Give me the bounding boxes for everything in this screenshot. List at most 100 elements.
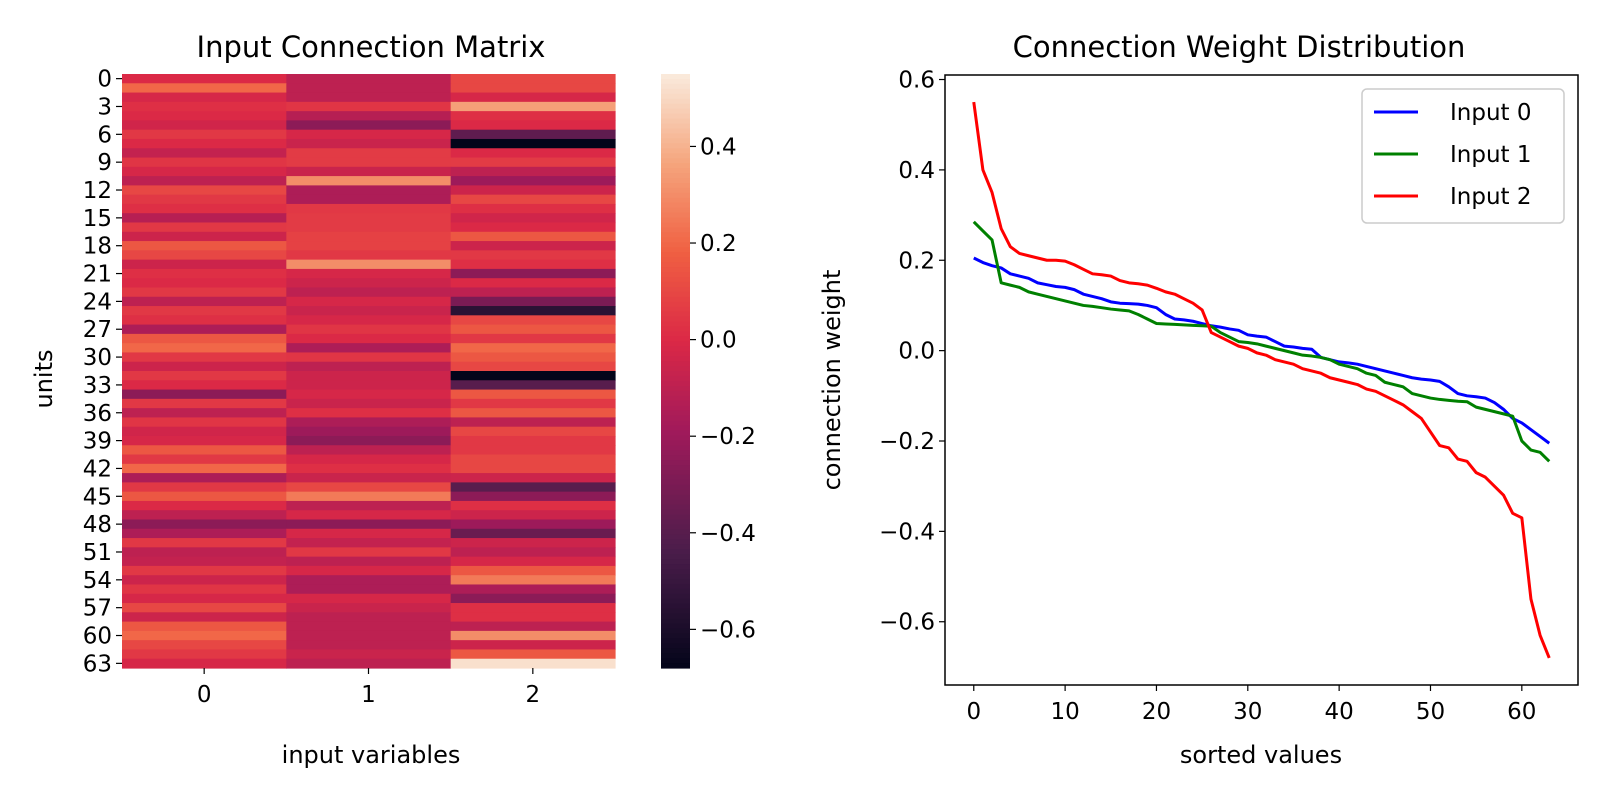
colorbar-strip <box>661 98 690 105</box>
heatmap-cell <box>286 426 452 437</box>
heatmap-cell <box>122 640 287 651</box>
heatmap-cell <box>122 612 287 623</box>
colorbar-strip <box>661 474 690 481</box>
colorbar-strip <box>661 242 690 248</box>
heatmap-cell <box>286 463 452 474</box>
colorbar-strip <box>661 534 690 540</box>
heatmap-cell <box>286 250 452 261</box>
heatmap-cell <box>450 120 616 131</box>
colorbar-strip <box>661 484 690 491</box>
heatmap-cell <box>122 306 287 316</box>
colorbar-strip <box>661 470 690 476</box>
colorbar-strip <box>661 336 690 342</box>
heatmap-x-ticks: 0 1 2 <box>197 668 540 708</box>
heatmap-cell <box>122 482 287 493</box>
heatmap-cell <box>286 621 452 632</box>
heatmap-cell <box>122 389 287 400</box>
colorbar-strip <box>661 262 690 268</box>
colorbar-strip <box>661 425 690 431</box>
heatmap-cell <box>122 352 287 363</box>
heatmap-cell <box>450 259 616 270</box>
line-x-tick-label: 30 <box>1233 699 1262 725</box>
heatmap-cell <box>450 630 616 641</box>
colorbar-strip <box>661 133 690 139</box>
line-x-axis-label: sorted values <box>1180 741 1342 769</box>
colorbar-strip <box>661 385 690 392</box>
heatmap-y-tick-label: 27 <box>83 317 112 343</box>
colorbar-strip <box>661 128 690 134</box>
heatmap-cell <box>450 500 616 511</box>
heatmap-cell <box>286 231 452 242</box>
colorbar-strip <box>661 460 690 466</box>
heatmap-cell <box>450 398 616 409</box>
colorbar-strip <box>661 237 690 243</box>
heatmap-y-tick-label: 6 <box>97 122 112 148</box>
heatmap-cell <box>122 463 287 474</box>
colorbar-strip <box>661 202 690 209</box>
colorbar-strip <box>661 138 690 144</box>
heatmap-cell <box>122 519 287 530</box>
heatmap-cell <box>122 649 287 660</box>
colorbar-strip <box>661 529 690 535</box>
heatmap-cell <box>122 547 287 558</box>
colorbar-strip <box>661 643 690 649</box>
heatmap-cell <box>122 538 287 548</box>
line-x-ticks: 0 10 20 30 40 50 60 <box>966 685 1536 725</box>
heatmap-cell <box>450 547 616 558</box>
heatmap-cell <box>122 565 287 576</box>
colorbar-strip <box>661 341 690 347</box>
colorbar-ticks: 0.4 0.2 0.0 −0.2 −0.4 −0.6 <box>690 134 756 643</box>
heatmap-cell <box>122 603 287 613</box>
colorbar-strip <box>661 168 690 174</box>
colorbar-strip <box>661 499 690 506</box>
colorbar-strip <box>661 232 690 238</box>
colorbar-strip <box>661 554 690 560</box>
heatmap-cell <box>286 575 452 586</box>
heatmap-cell <box>450 324 616 335</box>
heatmap-y-tick-label: 0 <box>97 67 112 93</box>
heatmap-cell <box>450 203 616 214</box>
heatmap-cell <box>286 500 452 511</box>
heatmap-cell <box>450 315 616 326</box>
heatmap-y-tick-label: 45 <box>83 484 112 510</box>
heatmap-y-tick-label: 9 <box>97 150 112 176</box>
colorbar-strip <box>661 588 690 595</box>
heatmap-cell <box>122 408 287 419</box>
colorbar-strip <box>661 286 690 293</box>
heatmap-cell <box>450 148 616 159</box>
heatmap-cell <box>122 417 287 428</box>
colorbar-strip <box>661 618 690 625</box>
heatmap-cell <box>286 593 452 604</box>
heatmap-cell <box>122 101 287 112</box>
colorbar-strip <box>661 603 690 610</box>
colorbar-strip <box>661 608 690 615</box>
heatmap-cell <box>286 315 452 326</box>
heatmap-cell <box>286 482 452 493</box>
line-x-tick-label: 50 <box>1416 699 1445 725</box>
colorbar-strip <box>661 123 690 130</box>
heatmap-x-tick-label: 0 <box>197 682 212 708</box>
heatmap-cell <box>122 426 287 437</box>
heatmap-cell <box>122 556 287 567</box>
colorbar-strip <box>661 628 690 634</box>
heatmap-cell <box>286 157 452 168</box>
heatmap-cell <box>286 556 452 567</box>
heatmap-cell <box>122 194 287 205</box>
heatmap-cell <box>450 74 616 84</box>
colorbar-strip <box>661 455 690 461</box>
colorbar-strip <box>661 613 690 620</box>
colorbar-strip <box>661 380 690 387</box>
colorbar-strip <box>661 177 690 184</box>
line-y-tick-label: 0.2 <box>898 248 935 274</box>
colorbar-strip <box>661 648 690 654</box>
line-y-tick-label: −0.2 <box>879 429 935 455</box>
heatmap-y-tick-label: 24 <box>83 289 112 315</box>
colorbar-strip <box>661 430 690 436</box>
colorbar-strip <box>661 435 690 441</box>
heatmap-y-tick-label: 48 <box>83 512 112 538</box>
heatmap-cell <box>122 166 287 177</box>
heatmap-cell <box>286 649 452 660</box>
colorbar-strip <box>661 623 690 629</box>
heatmap-cell <box>286 333 452 344</box>
